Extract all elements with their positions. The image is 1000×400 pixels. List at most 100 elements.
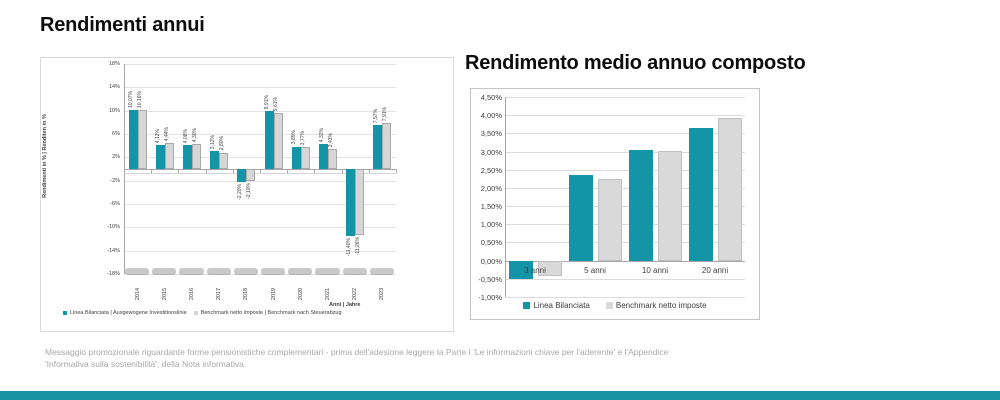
x-axis-tick: [287, 169, 289, 173]
bar-benchmark: [137, 109, 147, 169]
chart-floor-segment: [233, 268, 258, 275]
y-tick-label: -10%: [107, 224, 120, 231]
bar-value-label: 9,91%: [264, 95, 271, 110]
y-tick-label: 3,00%: [480, 147, 502, 157]
bar-benchmark: [657, 150, 682, 261]
gridline: [505, 224, 745, 226]
zero-axis-line: [505, 260, 745, 262]
bar-value-label: 4,30%: [191, 127, 198, 142]
y-tick-label: 4,00%: [480, 111, 502, 121]
bar-linea-bilanciata: [319, 143, 328, 169]
bar-value-label: 2,80%: [218, 136, 225, 151]
x-axis-tick: [314, 169, 316, 173]
bar-value-label: 10,07%: [128, 91, 135, 109]
bar-linea-bilanciata: [291, 146, 301, 169]
right-chart-legend-item: Linea Bilanciata: [523, 301, 590, 310]
chart-floor-segment: [369, 268, 394, 275]
left-chart-legend-swatch: [193, 311, 198, 315]
left-chart-legend-swatch: [63, 311, 67, 315]
bar-value-label: 4,12%: [155, 128, 162, 143]
right-chart-legend-swatch: [605, 302, 613, 309]
bar-linea-bilanciata: [183, 145, 192, 169]
x-category-label: 2019: [270, 287, 277, 301]
bar-benchmark: [597, 178, 622, 261]
x-axis-tick: [124, 169, 125, 173]
bar-value-label: -2,20%: [236, 183, 243, 200]
bar-benchmark: [300, 147, 310, 169]
y-tick-label: 3,50%: [480, 129, 502, 139]
y-tick-label: -1,00%: [478, 293, 502, 302]
bar-linea-bilanciata: [688, 127, 713, 261]
left-chart-legend: Linea Bilanciata | Ausgewogene Investiti…: [63, 310, 342, 316]
chart-floor-segment: [179, 268, 204, 275]
gridline: [505, 151, 745, 153]
x-axis-tick: [368, 169, 370, 173]
left-chart-title: Rendimenti annui: [40, 14, 205, 36]
y-tick-label: 4,50%: [480, 93, 502, 102]
y-tick-label: 1,00%: [480, 220, 502, 230]
right-chart-plot-area: 4,50% 4,00% 3,50% 3,00% 2,50% 2,00% 1,50% 1,00%…: [478, 93, 745, 302]
y-tick-label: -18%: [107, 271, 120, 277]
bar-benchmark: [355, 169, 365, 235]
right-chart-legend-label: Benchmark netto imposte: [615, 301, 707, 310]
gridline: [124, 134, 396, 135]
chart-floor-segment: [315, 268, 340, 275]
right-chart-legend-item: Benchmark netto imposte: [605, 301, 707, 310]
y-tick-label: 0,00%: [480, 256, 502, 266]
left-chart-plot-area: 18% 14% 10% 6% 2% -2% -6% -10% -14% -18% 2014 2015 2…: [107, 61, 397, 300]
y-tick-label: 2,00%: [480, 183, 502, 193]
bar-value-label: 10,16%: [137, 90, 144, 108]
gridline: [124, 64, 396, 65]
x-category-label: 5 anni: [584, 265, 606, 275]
left-chart-legend-label: Benchmark netto imposte | Benchmark nach…: [200, 310, 342, 316]
floor-edge-line: [124, 173, 396, 174]
x-axis-tick: [151, 169, 153, 173]
x-category-label: 2020: [297, 287, 304, 301]
bar-value-label: 3,85%: [291, 130, 298, 145]
x-axis-tick: [178, 169, 180, 173]
disclaimer-text: Messaggio promozionale riguardante forme…: [45, 347, 669, 369]
bar-linea-bilanciata: [210, 150, 220, 169]
gridline: [124, 250, 396, 252]
bar-value-label: 3,43%: [327, 132, 334, 147]
gridline: [505, 133, 745, 135]
y-axis-line: [505, 97, 506, 297]
x-category-label: 2017: [216, 287, 223, 301]
y-tick-label: -14%: [107, 247, 120, 254]
x-axis-tick: [232, 169, 234, 173]
bar-value-label: 9,61%: [273, 96, 280, 111]
x-axis-tick: [260, 169, 261, 173]
bar-benchmark: [246, 169, 256, 182]
bar-benchmark: [273, 112, 283, 169]
gridline: [505, 97, 745, 98]
bar-benchmark: [164, 143, 174, 169]
x-category-label: 2015: [161, 287, 168, 301]
bar-value-label: -2,10%: [245, 183, 252, 200]
gridline: [124, 274, 396, 275]
bar-value-label: 4,08%: [182, 129, 189, 144]
y-tick-label: 1,50%: [480, 202, 502, 212]
y-tick-label: -0,50%: [478, 274, 502, 284]
left-chart-y-axis-title: Rendimenti in % | Renditen in %: [42, 114, 48, 198]
gridline: [505, 206, 745, 208]
y-tick-label: 10%: [108, 107, 120, 114]
bar-linea-bilanciata: [346, 169, 356, 236]
bar-linea-bilanciata: [373, 124, 383, 169]
bar-benchmark: [219, 152, 229, 169]
y-tick-label: 2,50%: [480, 165, 502, 175]
right-chart-legend-label: Linea Bilanciata: [533, 301, 590, 310]
chart-floor-segment: [206, 268, 231, 275]
chart-floor-segment: [261, 268, 286, 275]
y-tick-label: 0,50%: [480, 238, 502, 248]
bar-value-label: 3,77%: [300, 130, 307, 146]
y-tick-label: 2%: [112, 154, 120, 161]
left-chart-legend-item: Linea Bilanciata | Ausgewogene Investiti…: [63, 310, 187, 316]
y-tick-label: 14%: [108, 84, 120, 91]
bar-value-label: 4,32%: [318, 127, 325, 142]
bar-linea-bilanciata: [568, 175, 593, 261]
left-chart-card: Rendimenti in % | Renditen in % 18% 14% 10…: [40, 57, 454, 332]
gridline: [505, 297, 745, 298]
x-category-label: 20 anni: [701, 265, 729, 275]
x-axis-tick: [396, 169, 397, 173]
bar-value-label: -11,40%: [345, 237, 352, 256]
